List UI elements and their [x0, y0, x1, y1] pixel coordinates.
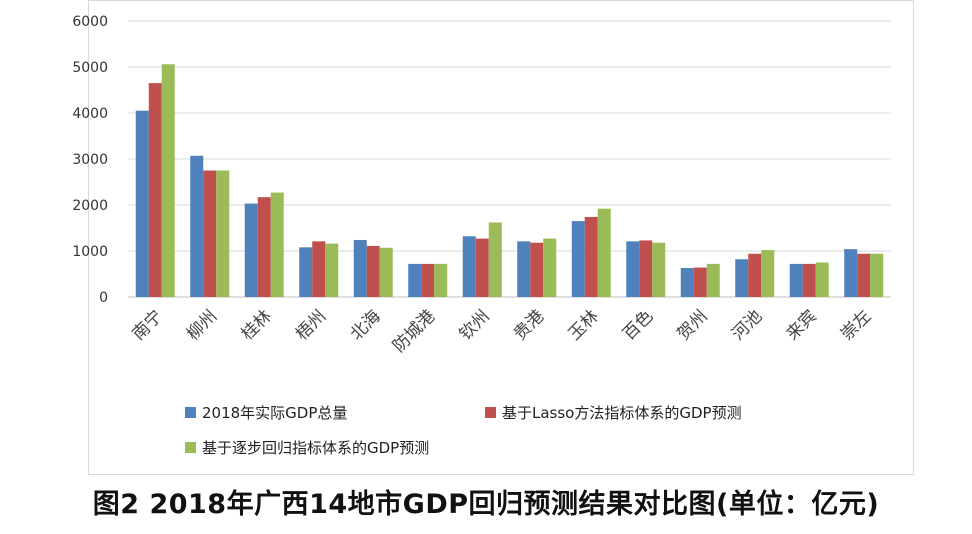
x-tick-label: 梧州	[292, 306, 330, 344]
bar-百色-series-1	[639, 240, 653, 297]
bar-柳州-series-1	[203, 170, 217, 297]
bar-来宾-series-1	[802, 263, 816, 297]
legend-swatch-stepwise	[185, 442, 196, 453]
x-tick-label: 北海	[347, 306, 385, 344]
x-tick-label: 玉林	[565, 306, 603, 344]
bar-梧州-series-0	[299, 247, 313, 297]
bar-柳州-series-2	[216, 170, 230, 297]
bar-贵港-series-2	[543, 238, 557, 297]
bar-钦州-series-1	[475, 238, 489, 297]
x-tick-label: 崇左	[837, 306, 875, 344]
gridlines	[128, 20, 891, 298]
bar-防城港-series-0	[408, 263, 422, 297]
x-tick-label: 贵港	[510, 306, 548, 344]
y-tick-label: 4000	[72, 106, 108, 122]
bar-河池-series-0	[735, 259, 749, 297]
bar-桂林-series-0	[244, 203, 258, 297]
x-tick-label: 百色	[619, 306, 657, 344]
bar-梧州-series-1	[312, 241, 326, 297]
y-axis-ticks: 0 1000 2000 3000 4000 5000 6000	[72, 14, 108, 306]
x-tick-label: 防城港	[389, 306, 439, 356]
x-tick-label: 河池	[728, 306, 766, 344]
bar-贵港-series-1	[530, 242, 544, 297]
bar-贺州-series-1	[693, 267, 707, 297]
legend-label-actual: 2018年实际GDP总量	[202, 404, 348, 422]
x-tick-label: 柳州	[183, 306, 221, 344]
bar-防城港-series-2	[434, 263, 448, 297]
bar-桂林-series-2	[270, 192, 284, 297]
figure-caption: 图2 2018年广西14地市GDP回归预测结果对比图(单位：亿元)	[92, 489, 880, 520]
bar-玉林-series-2	[597, 208, 611, 297]
bar-崇左-series-2	[870, 253, 884, 297]
x-tick-label: 桂林	[238, 306, 276, 344]
bar-河池-series-1	[748, 253, 762, 297]
legend-label-stepwise: 基于逐步回归指标体系的GDP预测	[202, 439, 430, 457]
bar-玉林-series-1	[584, 216, 598, 297]
y-tick-label: 2000	[72, 198, 108, 214]
bar-梧州-series-2	[325, 243, 339, 297]
bar-河池-series-2	[761, 250, 775, 297]
bar-崇左-series-0	[844, 249, 858, 297]
bar-chart: 0 1000 2000 3000 4000 5000 6000 南宁 柳州 桂林 梧州 北海 防城港钦…	[72, 14, 891, 357]
legend-item-lasso: 基于Lasso方法指标体系的GDP预测	[485, 402, 742, 423]
y-tick-label: 1000	[72, 244, 108, 260]
x-tick-label: 来宾	[783, 306, 821, 344]
bar-桂林-series-1	[257, 197, 271, 297]
bar-钦州-series-2	[488, 222, 502, 297]
y-tick-label: 0	[99, 290, 108, 306]
bar-来宾-series-2	[815, 262, 829, 297]
y-tick-label: 5000	[72, 60, 108, 76]
legend-swatch-lasso	[485, 407, 496, 418]
legend-item-actual: 2018年实际GDP总量	[185, 402, 347, 423]
bar-玉林-series-0	[571, 221, 585, 297]
x-tick-label: 钦州	[456, 306, 494, 344]
x-axis-ticks: 南宁 柳州 桂林 梧州 北海 防城港 钦州 贵港 玉林 百色 贺州 河池 来宾 崇左	[129, 306, 876, 356]
bar-钦州-series-0	[462, 236, 476, 297]
bar-崇左-series-1	[857, 253, 871, 297]
bar-南宁-series-0	[135, 110, 149, 297]
bars	[135, 64, 884, 298]
y-tick-label: 6000	[72, 14, 108, 30]
bar-北海-series-0	[353, 239, 367, 297]
bar-北海-series-1	[366, 245, 380, 297]
bar-北海-series-2	[379, 247, 393, 297]
legend-label-lasso: 基于Lasso方法指标体系的GDP预测	[502, 404, 742, 422]
bar-防城港-series-1	[421, 263, 435, 297]
legend-item-stepwise: 基于逐步回归指标体系的GDP预测	[185, 437, 429, 458]
bar-百色-series-2	[652, 242, 666, 297]
bar-南宁-series-1	[148, 83, 162, 297]
bar-贺州-series-2	[706, 263, 720, 297]
x-tick-label: 南宁	[129, 306, 167, 344]
bar-贺州-series-0	[680, 268, 694, 297]
bar-百色-series-0	[626, 241, 640, 297]
bar-南宁-series-2	[161, 64, 175, 298]
y-tick-label: 3000	[72, 152, 108, 168]
legend-swatch-actual	[185, 407, 196, 418]
bar-贵港-series-0	[517, 241, 531, 297]
bar-来宾-series-0	[789, 263, 803, 297]
bar-柳州-series-0	[190, 155, 204, 297]
x-tick-label: 贺州	[674, 306, 712, 344]
